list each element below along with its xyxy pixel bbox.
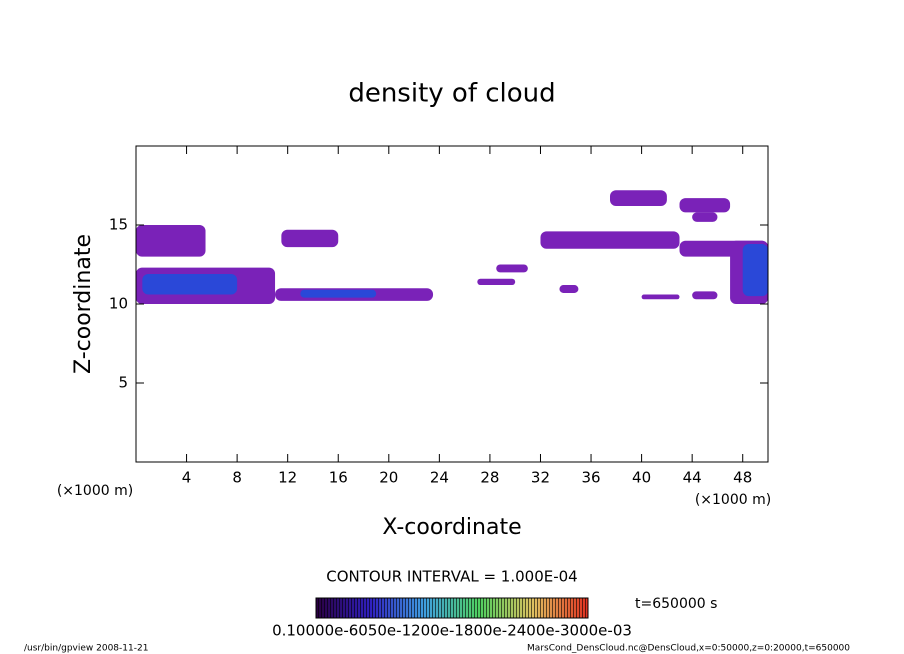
cloud-cell [692,212,718,222]
cloud-cell [496,264,528,273]
cloud-cell [679,198,731,213]
cloud-cell [477,278,516,286]
x-tick-label: 8 [232,469,242,487]
x-unit-left: (×1000 m) [57,483,133,499]
colorbar-labels: 0.10000e-6050e-1200e-1800e-2400e-3000e-0… [272,622,632,640]
cloud-cell [742,243,768,297]
cloud-cell [142,273,238,295]
x-tick-label: 4 [182,469,192,487]
y-tick-label: 5 [118,374,128,392]
x-tick-label: 24 [430,469,449,487]
cloud-cell [540,231,680,249]
x-tick-label: 32 [531,469,550,487]
x-axis-label: X-coordinate [382,515,521,540]
footer-left: /usr/bin/gpview 2008-11-21 [24,644,148,654]
footer-right: MarsCond_DensCloud.nc@DensCloud,x=0:5000… [527,644,850,654]
y-tick-label: 10 [109,295,128,313]
y-axis-label: Z-coordinate [71,234,96,374]
x-tick-label: 36 [581,469,600,487]
x-tick-label: 12 [278,469,297,487]
colorbar-stripes [316,598,588,618]
x-tick-label: 40 [632,469,651,487]
chart-title: density of cloud [348,79,555,109]
x-tick-label: 44 [683,469,702,487]
contour-interval: CONTOUR INTERVAL = 1.000E-04 [326,568,577,586]
x-tick-label: 20 [379,469,398,487]
cloud-cell [641,294,680,300]
cloud-cell [300,289,377,298]
cloud-cell [559,285,579,293]
cloud-cell [610,190,667,207]
x-tick-label: 16 [329,469,348,487]
x-tick-label: 28 [480,469,499,487]
cloud-cell [692,291,718,300]
cloud-cell [281,229,339,248]
x-unit: (×1000 m) [695,492,771,508]
x-tick-label: 48 [733,469,752,487]
cloud-cell [136,225,206,257]
y-tick-label: 15 [109,216,128,234]
time-label: t=650000 s [635,596,717,612]
plot-area [136,190,768,304]
